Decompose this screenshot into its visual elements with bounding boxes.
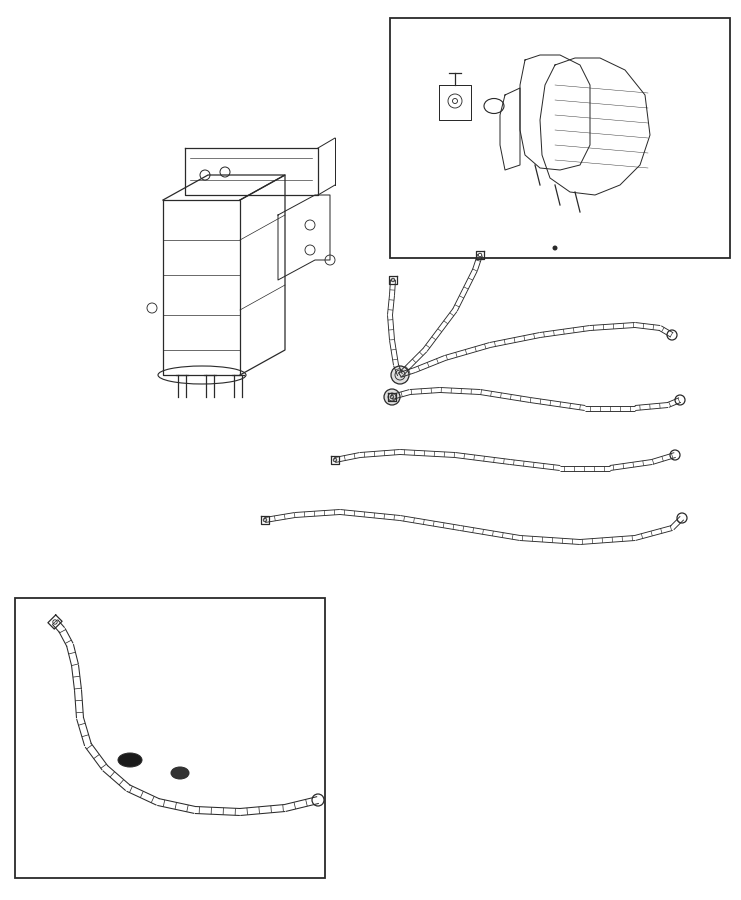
Circle shape — [391, 366, 409, 384]
Circle shape — [553, 246, 557, 250]
Ellipse shape — [171, 767, 189, 779]
Ellipse shape — [118, 753, 142, 767]
Bar — [390, 18, 730, 258]
Circle shape — [384, 389, 400, 405]
Bar — [15, 598, 325, 878]
